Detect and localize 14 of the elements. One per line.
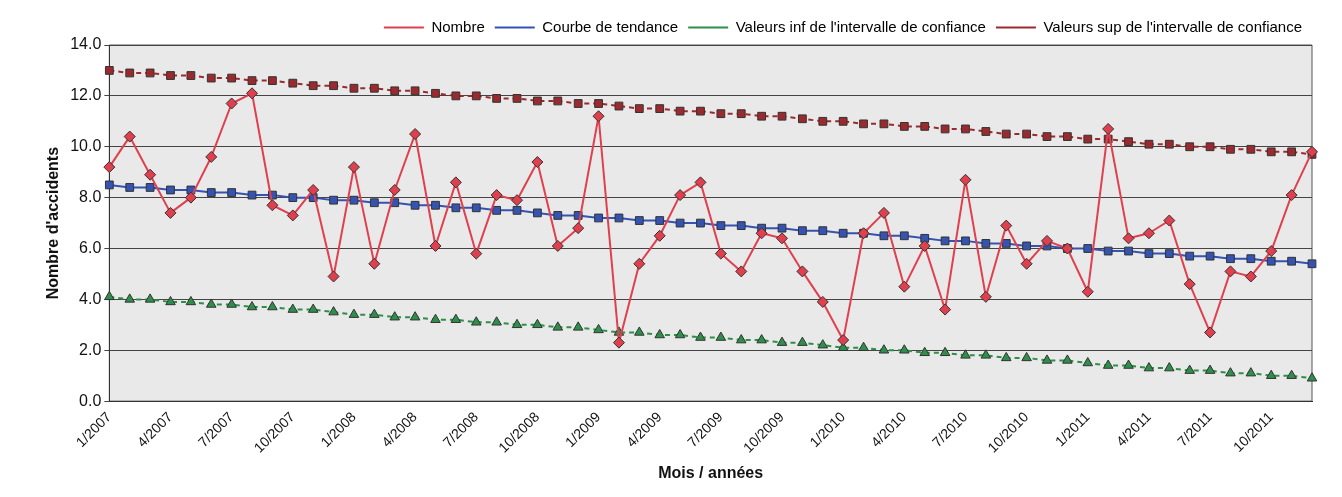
legend-label: Valeurs sup de l'intervalle de confiance <box>1043 17 1302 35</box>
y-tick-label: 14.0 <box>70 35 102 53</box>
x-axis-title: Mois / années <box>658 463 764 481</box>
y-tick-label: 6.0 <box>79 238 102 256</box>
legend-label: Nombre <box>431 17 485 35</box>
y-tick-label: 12.0 <box>70 86 102 104</box>
y-tick-label: 4.0 <box>79 289 102 307</box>
y-axis-title: Nombre d'accidents <box>44 146 62 300</box>
y-tick-label: 10.0 <box>70 137 102 155</box>
y-tick-label: 8.0 <box>79 188 102 206</box>
legend-label: Courbe de tendance <box>542 17 679 35</box>
legend-label: Valeurs inf de l'intervalle de confiance <box>735 17 986 35</box>
y-tick-label: 0.0 <box>79 391 102 409</box>
y-tick-label: 2.0 <box>79 340 102 358</box>
